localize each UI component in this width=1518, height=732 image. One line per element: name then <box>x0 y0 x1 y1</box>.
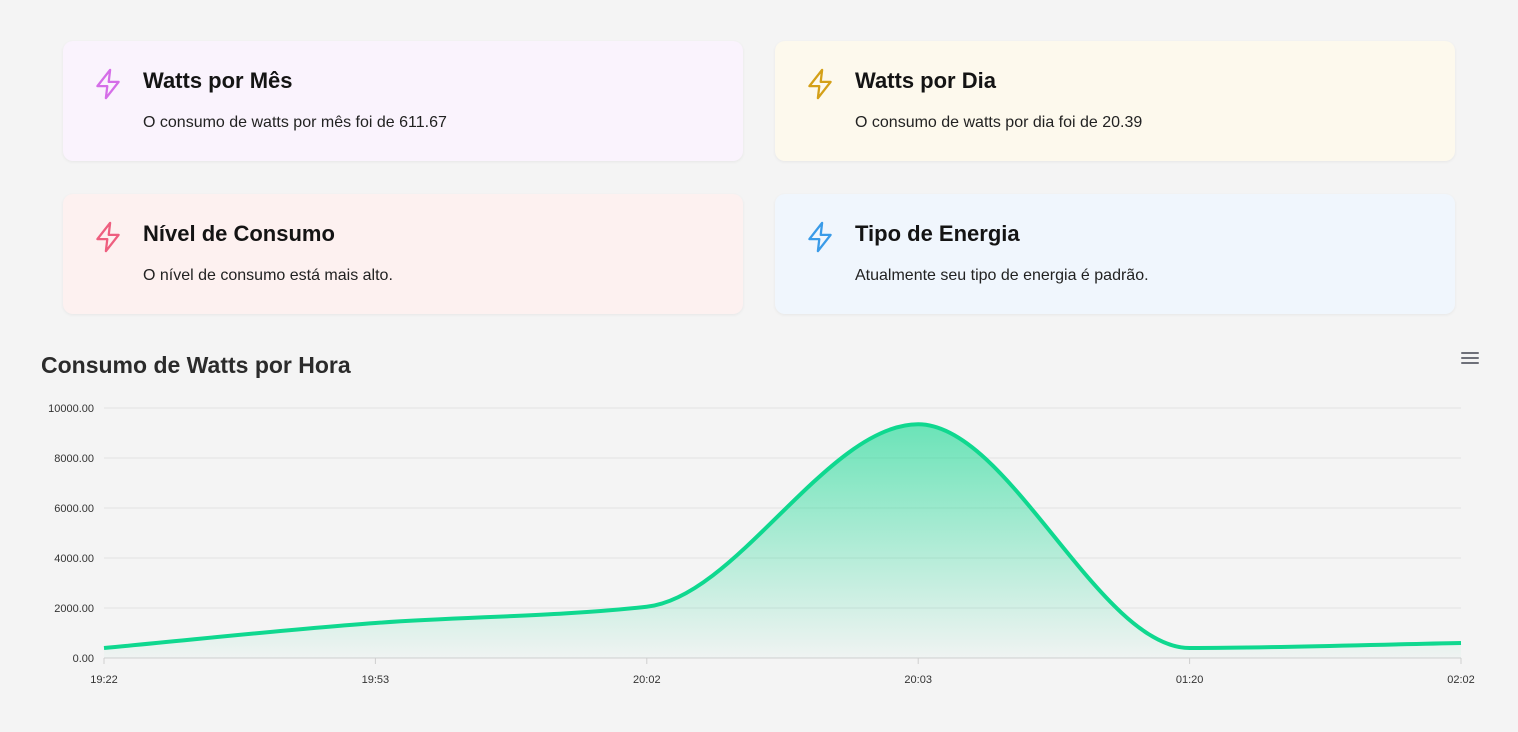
x-tick-label: 20:03 <box>904 674 932 686</box>
x-tick-label: 01:20 <box>1176 674 1204 686</box>
card-description: O consumo de watts por dia foi de 20.39 <box>855 114 1143 131</box>
y-tick-label: 8000.00 <box>54 453 94 465</box>
chart-title: Consumo de Watts por Hora <box>41 352 351 378</box>
card-watts-day: Watts por Dia O consumo de watts por dia… <box>775 41 1455 161</box>
series-line <box>103 422 1462 650</box>
x-tick-label: 20:02 <box>633 674 661 686</box>
y-tick-label: 10000.00 <box>48 403 94 415</box>
y-tick-label: 2000.00 <box>54 603 94 615</box>
area-fill <box>104 424 1461 658</box>
lightning-bolt-icon <box>96 221 120 253</box>
x-tick-label: 19:22 <box>90 674 118 686</box>
hamburger-menu-icon[interactable] <box>1461 352 1479 366</box>
area-chart: 0.00 2000.00 4000.00 6000.00 8000.00 10000.00… <box>48 403 1475 686</box>
card-energy-type: Tipo de Energia Atualmente seu tipo de e… <box>775 194 1455 314</box>
card-consumption-level: Nível de Consumo O nível de consumo está… <box>63 194 743 314</box>
card-title: Tipo de Energia <box>855 221 1020 246</box>
y-tick-label: 4000.00 <box>54 553 94 565</box>
card-description: Atualmente seu tipo de energia é padrão. <box>855 267 1149 284</box>
x-tick-label: 19:53 <box>362 674 390 686</box>
card-title: Watts por Dia <box>855 68 996 93</box>
lightning-bolt-icon <box>808 221 832 253</box>
lightning-bolt-icon <box>808 68 832 100</box>
card-watts-month: Watts por Mês O consumo de watts por mês… <box>63 41 743 161</box>
card-title: Watts por Mês <box>143 68 293 93</box>
card-description: O consumo de watts por mês foi de 611.67 <box>143 114 447 131</box>
lightning-bolt-icon <box>96 68 120 100</box>
card-description: O nível de consumo está mais alto. <box>143 267 393 284</box>
y-tick-label: 6000.00 <box>54 503 94 515</box>
x-tick-label: 02:02 <box>1447 674 1475 686</box>
card-title: Nível de Consumo <box>143 221 335 246</box>
y-tick-label: 0.00 <box>73 653 94 665</box>
